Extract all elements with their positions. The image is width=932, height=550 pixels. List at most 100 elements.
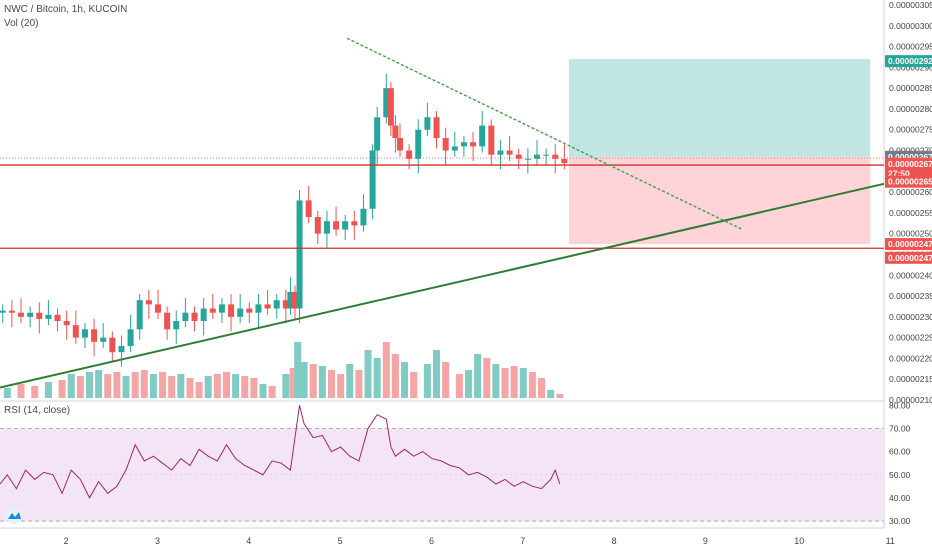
price-tag-label: 0.00000265 [888,177,932,187]
volume-bar [168,376,176,398]
candle-body [415,129,422,159]
volume-bar [186,378,194,398]
volume-bar [483,358,491,398]
candle-body [109,337,116,353]
volume-bar [95,370,103,398]
support-trendline [0,182,885,389]
volume-bar [259,384,267,398]
candle-body [228,304,235,317]
price-tag-label: 0.00000247 [888,239,932,249]
volume-bar [17,384,25,398]
volume-bar [232,374,240,398]
resistance-trendline [346,37,743,231]
price-tick-label: 0.00000255 [889,208,932,218]
volume-bar [355,370,363,398]
volume-bar [318,366,326,398]
rsi-tick-label: 30.00 [889,516,911,526]
price-tick-label: 0.00000210 [889,395,932,405]
price-tick-label: 0.00000295 [889,42,932,52]
volume-bar [294,342,302,398]
candle-body [383,88,390,118]
candle-body [479,125,486,147]
candle-body [333,221,340,230]
candle-body [81,329,88,338]
candle-body [497,150,504,155]
volume-bar [195,382,203,398]
volume-bar [391,354,399,398]
candle-body [173,321,180,330]
volume-bar [346,364,354,398]
volume-bar [328,370,335,398]
candle-body [0,310,6,313]
candle-body [392,125,399,139]
price-tag [885,238,932,251]
candle-body [442,138,449,151]
price-tick-label: 0.00000275 [889,125,932,135]
volume-bar [401,362,409,398]
rsi-tick-label: 40.00 [889,493,911,503]
candle-body [305,200,312,218]
price-tag [885,251,932,264]
price-tag-label: 0.00000247 [888,253,932,263]
rsi-tick-label: 70.00 [889,423,911,433]
volume-bar [177,374,185,398]
candle-body [273,300,280,309]
price-tick-label: 0.00000300 [889,21,932,31]
x-tick-label: 5 [338,536,343,546]
candle-body [515,154,522,159]
candle-body [63,321,70,326]
volume-bar [204,376,212,398]
price-tick-label: 0.00000260 [889,187,932,197]
candle-body [561,158,568,163]
volume-bar [501,368,509,398]
volume-bar [492,364,500,398]
volume-bar [528,372,536,398]
candle-body [255,304,262,313]
x-tick-label: 4 [246,536,251,546]
candle-body [424,117,431,130]
candle-body [524,158,531,160]
x-tick-label: 10 [794,536,804,546]
volume-bar [159,372,167,398]
candle-body [387,88,394,126]
volume-bar [556,394,564,398]
candle-body [323,221,330,234]
volume-bar [67,374,75,398]
candle-body [552,154,559,159]
volume-bar [282,374,290,398]
volume-bar [455,374,463,398]
volume-bar [149,374,157,398]
price-tag-label: 0.00000292 [888,56,932,66]
price-tick-label: 0.00000250 [889,229,932,239]
volume-bar [337,374,345,398]
candle-body [218,304,225,313]
price-tick-label: 0.00000215 [889,374,932,384]
price-tick-label: 0.00000305 [889,0,932,10]
price-tick-label: 0.00000280 [889,104,932,114]
candle-body [164,312,171,330]
candle-body [287,291,294,309]
volume-bar [76,376,84,398]
candle-body [291,291,298,309]
symbol-title[interactable]: NWC / Bitcoin, 1h, KUCOIN [4,4,128,15]
volume-bar [268,386,276,398]
volume-bar [3,388,11,398]
candle-body [127,329,134,346]
volume-bar [474,354,482,398]
candle-body [8,310,15,313]
x-tick-label: 2 [64,536,69,546]
x-tick-label: 7 [520,536,525,546]
volume-bar [382,342,390,398]
rsi-line [0,405,561,499]
candle-body [433,117,440,139]
candle-body [54,314,61,321]
volume-bar [113,372,121,398]
volume-label[interactable]: Vol (20) [4,18,39,29]
candle-body [369,150,376,209]
volume-bar [289,368,297,398]
rsi-label[interactable]: RSI (14, close) [4,405,71,416]
volume-bar [423,364,431,398]
volume-bar [309,364,317,398]
volume-bar [122,376,130,398]
volume-bar [547,390,555,398]
